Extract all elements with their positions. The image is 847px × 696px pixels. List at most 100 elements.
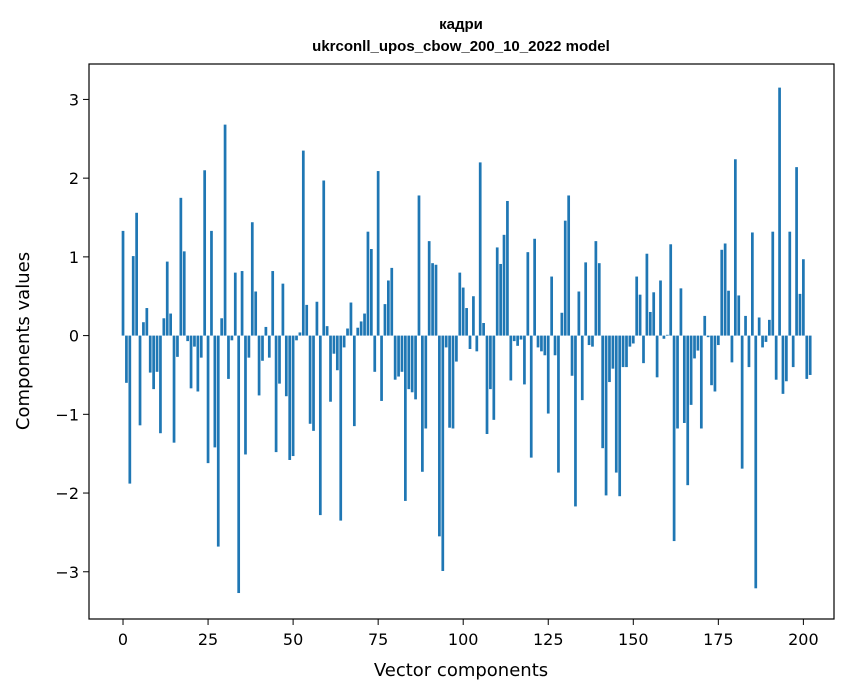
x-tick-label: 25 (198, 630, 218, 649)
bar (172, 335, 176, 443)
bar (203, 170, 207, 336)
bar (461, 287, 465, 336)
bar (757, 317, 761, 336)
bar (560, 312, 564, 336)
bar (577, 291, 581, 336)
bar (499, 263, 502, 336)
bar (672, 335, 676, 542)
bar (380, 335, 383, 401)
bar (533, 238, 536, 336)
bar (642, 335, 645, 364)
bar (196, 335, 200, 392)
bar (659, 280, 662, 336)
bar (720, 249, 724, 336)
bar (427, 241, 431, 336)
bar (145, 308, 149, 336)
bar (162, 318, 166, 336)
bar (322, 180, 326, 336)
x-axis-label: Vector components (374, 660, 548, 681)
bar (523, 335, 526, 385)
bar (597, 263, 601, 336)
bar (142, 322, 145, 336)
bar (356, 327, 360, 336)
bar (247, 335, 251, 358)
y-tick-label: 1 (69, 248, 79, 267)
bar (516, 335, 519, 346)
bar (774, 335, 778, 380)
bar (703, 315, 707, 336)
y-tick-label: 3 (69, 90, 79, 109)
chart-subtitle: ukrconll_upos_cbow_200_10_2022 model (312, 38, 610, 55)
bar (587, 335, 591, 346)
bar (397, 335, 400, 377)
bar (751, 232, 754, 336)
bar (366, 231, 370, 336)
bar (771, 231, 775, 336)
bar (434, 264, 438, 336)
bar (665, 334, 669, 336)
bar (383, 304, 387, 336)
bar (261, 335, 264, 361)
bar (805, 335, 809, 379)
bar (713, 335, 717, 392)
bar (567, 195, 571, 336)
x-tick-label: 0 (118, 630, 128, 649)
bar (536, 335, 540, 348)
bar (441, 335, 445, 571)
bar (346, 328, 349, 336)
bar (349, 302, 353, 336)
x-tick-label: 50 (283, 630, 303, 649)
bar (574, 335, 577, 507)
bar (628, 335, 632, 347)
bar (710, 335, 713, 386)
bar (165, 261, 169, 336)
bar (679, 288, 683, 336)
bar (315, 301, 319, 336)
bar (557, 335, 560, 473)
bar (689, 335, 693, 405)
y-tick-label: −2 (55, 484, 79, 503)
bar (764, 335, 768, 342)
bar (638, 294, 642, 336)
bar (148, 335, 152, 373)
bar (407, 335, 411, 390)
bar (387, 280, 390, 336)
bar (264, 326, 268, 336)
bar (591, 335, 594, 347)
bar (778, 87, 781, 336)
bar (785, 335, 788, 382)
bar (227, 335, 230, 379)
bar (465, 308, 468, 336)
bar (686, 335, 690, 486)
bar (519, 335, 523, 340)
bar (213, 335, 217, 448)
bar (737, 295, 741, 336)
bar (186, 335, 190, 342)
bar (318, 335, 322, 516)
bar (339, 335, 343, 521)
bar-series (121, 87, 812, 594)
bar (768, 319, 771, 336)
bar (281, 283, 285, 336)
bar (182, 251, 186, 336)
bar (131, 256, 135, 336)
bar (696, 335, 700, 351)
bar (468, 335, 472, 349)
y-tick-label: 2 (69, 169, 79, 188)
bar (335, 335, 339, 371)
bar (240, 271, 244, 336)
bar (529, 335, 533, 458)
bar (475, 335, 479, 352)
bar (128, 335, 132, 484)
x-tick-label: 100 (448, 630, 479, 649)
bar (747, 335, 751, 368)
bar (390, 267, 394, 336)
bar (176, 335, 179, 357)
x-tick-label: 125 (533, 630, 564, 649)
bar (754, 335, 758, 589)
bar (611, 335, 615, 369)
bar (482, 323, 485, 336)
bar (693, 335, 696, 359)
bar (662, 335, 666, 339)
